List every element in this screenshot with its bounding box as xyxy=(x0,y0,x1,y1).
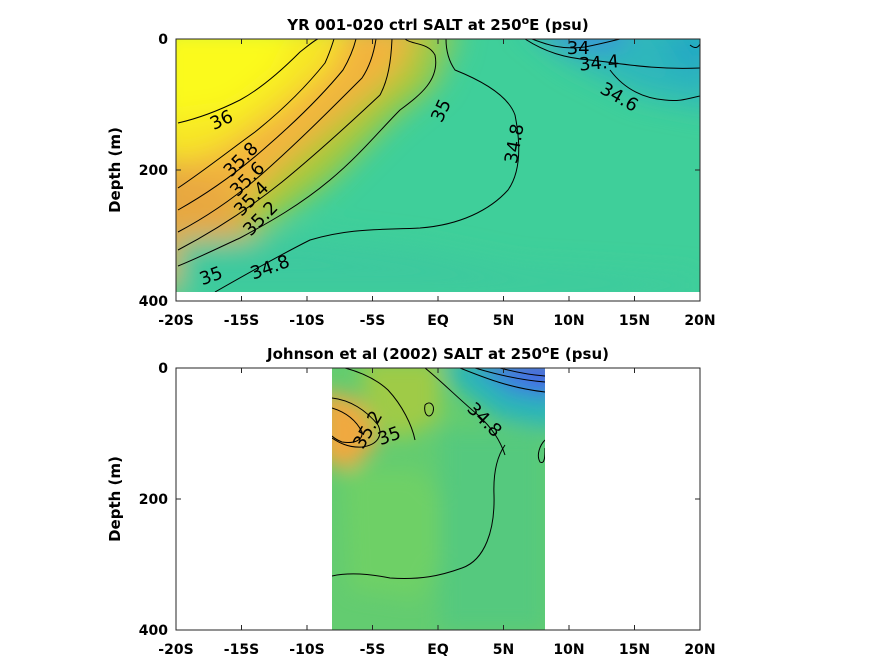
bottom-panel: 35.235 34.8 -20S -15S -10S -5S EQ 5N 10N 15N 20N0… xyxy=(106,343,716,656)
top-x-tick-label: 10N xyxy=(553,313,584,329)
bottom-y-tick-label: 400 xyxy=(139,623,168,639)
bottom-ticks: -20S -15S -10S -5S EQ 5N 10N 15N 20N 0 200 400 xyxy=(139,361,716,656)
top-x-tick-label: -20S xyxy=(158,313,193,329)
top-x-tick-label: 5N xyxy=(493,313,514,329)
top-chart-title: YR 001-020 ctrl SALT at 250oE (psu) xyxy=(286,14,588,34)
top-y-tick-label: 400 xyxy=(139,294,168,310)
bottom-chart-title: Johnson et al (2002) SALT at 250oE (psu) xyxy=(266,343,609,363)
bottom-title-degree: o xyxy=(542,343,550,356)
top-contour-label: 34 xyxy=(567,38,590,59)
top-contour-label: 34.4 xyxy=(578,51,620,75)
bottom-x-tick-label: -20S xyxy=(158,642,193,656)
top-title-degree: o xyxy=(522,14,530,27)
bottom-x-tick-label: 5N xyxy=(493,642,514,656)
top-ticks: -20S -15S -10S -5S EQ 5N 10N 15N 20N 0 200 400 xyxy=(139,32,716,329)
top-salinity-field xyxy=(176,39,700,292)
bottom-y-axis-label: Depth (m) xyxy=(106,456,124,542)
top-contour-lines xyxy=(177,39,700,292)
top-x-tick-label: -15S xyxy=(224,313,259,329)
bottom-x-tick-label: -5S xyxy=(360,642,386,656)
top-y-tick-label: 200 xyxy=(139,163,168,179)
bottom-x-tick-label: 10N xyxy=(553,642,584,656)
top-x-tick-label: EQ xyxy=(427,313,449,329)
bottom-x-tick-label: EQ xyxy=(427,642,449,656)
bottom-y-tick-label: 200 xyxy=(139,492,168,508)
bottom-title-prefix: Johnson et al (2002) SALT at 250 xyxy=(266,345,542,363)
top-y-axis-label: Depth (m) xyxy=(106,127,124,213)
top-title-prefix: YR 001-020 ctrl SALT at 250 xyxy=(286,16,521,34)
top-x-tick-label: -10S xyxy=(289,313,324,329)
bottom-title-suffix: E (psu) xyxy=(549,345,609,363)
top-x-tick-label: 15N xyxy=(619,313,650,329)
top-y-tick-label: 0 xyxy=(158,32,168,48)
top-x-tick-label: -5S xyxy=(360,313,386,329)
bottom-contour-lines xyxy=(332,368,545,579)
bottom-x-tick-label: 15N xyxy=(619,642,650,656)
bottom-x-tick-label: 20N xyxy=(684,642,715,656)
bottom-y-tick-label: 0 xyxy=(158,361,168,377)
top-title-suffix: E (psu) xyxy=(529,16,589,34)
bottom-salinity-field xyxy=(332,368,545,630)
top-x-tick-label: 20N xyxy=(684,313,715,329)
bottom-x-tick-label: -10S xyxy=(289,642,324,656)
bottom-x-tick-label: -15S xyxy=(224,642,259,656)
